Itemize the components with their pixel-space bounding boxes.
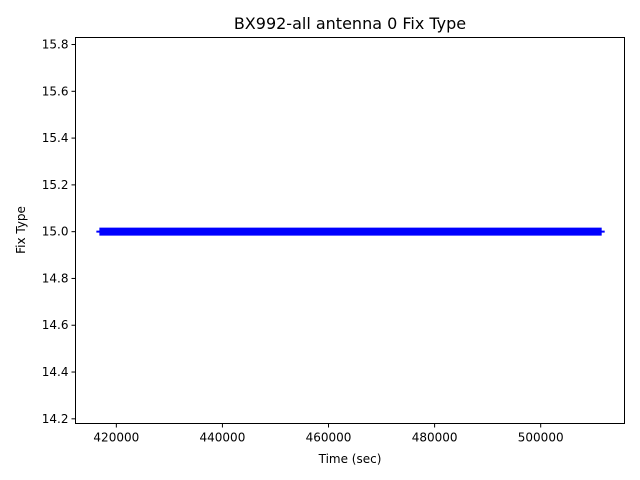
x-axis-ticks: 420000 440000 460000 480000 500000 [93,423,564,445]
y-tick-label: 15.8 [42,38,69,52]
x-axis-label: Time (sec) [318,452,382,466]
x-tick-label: 460000 [306,431,352,445]
y-tick-label: 14.6 [42,318,69,332]
y-tick-label: 14.2 [42,412,69,426]
y-axis-label: Fix Type [14,206,28,254]
x-tick-label: 420000 [93,431,139,445]
y-tick-label: 15.4 [42,131,69,145]
chart-title: BX992-all antenna 0 Fix Type [234,14,466,33]
y-tick-label: 15.0 [42,225,69,239]
y-axis-ticks: 14.2 14.4 14.6 14.8 15.0 15.2 15.4 15.6 15.8 [42,38,76,426]
x-tick-label: 480000 [412,431,458,445]
y-tick-label: 15.6 [42,84,69,98]
y-tick-label: 15.2 [42,178,69,192]
x-tick-label: 440000 [200,431,246,445]
y-tick-label: 14.8 [42,271,69,285]
x-tick-label: 500000 [518,431,564,445]
y-tick-label: 14.4 [42,365,69,379]
